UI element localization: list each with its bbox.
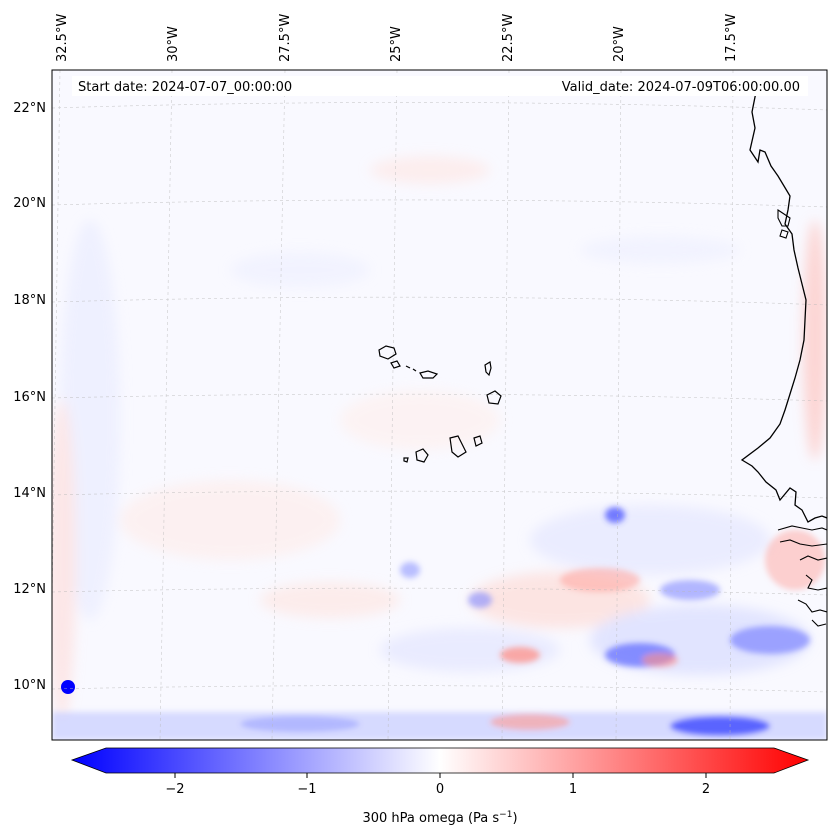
lon-label: 25°W xyxy=(389,26,404,62)
gridlines xyxy=(52,70,827,740)
colorbar-tick-label: 1 xyxy=(569,782,577,797)
latitude-labels: 22°N 20°N 18°N 16°N 14°N 12°N 10°N xyxy=(13,101,46,693)
colorbar-tick-label: −2 xyxy=(165,782,184,797)
colorbar-tick-label: −1 xyxy=(297,782,316,797)
lat-label: 22°N xyxy=(13,101,46,116)
colorbar-label: 300 hPa omega (Pa s−1) xyxy=(362,810,517,826)
colorbar-ticks xyxy=(174,773,707,778)
lon-label: 32.5°W xyxy=(55,14,70,62)
valid-date-label: Valid_date: 2024-07-09T06:00:00.00 xyxy=(562,80,800,95)
start-date-label: Start date: 2024-07-07_00:00:00 xyxy=(78,80,292,95)
colorbar: −2 −1 0 1 2 300 hPa omega (Pa s−1) xyxy=(70,747,810,826)
lon-label: 17.5°W xyxy=(724,14,739,62)
longitude-labels: 32.5°W 30°W 27.5°W 25°W 22.5°W 20°W 17.5… xyxy=(55,14,739,62)
lon-label: 27.5°W xyxy=(278,14,293,62)
omega-field xyxy=(52,70,827,740)
colorbar-tick-label: 0 xyxy=(436,782,444,797)
lon-label: 30°W xyxy=(166,26,181,62)
cape-verde-islands xyxy=(378,345,502,463)
lon-label: 22.5°W xyxy=(501,14,516,62)
omega-minimum xyxy=(61,680,75,694)
lat-label: 12°N xyxy=(13,582,46,597)
lat-label: 16°N xyxy=(13,390,46,405)
coastline-gambia xyxy=(777,525,827,627)
date-box xyxy=(72,76,808,96)
map-panel: Start date: 2024-07-07_00:00:00 Valid_da… xyxy=(51,69,828,741)
colorbar-bar xyxy=(70,747,810,774)
coastline-africa xyxy=(740,91,827,523)
lat-label: 14°N xyxy=(13,486,46,501)
lat-label: 10°N xyxy=(13,678,46,693)
colorbar-tick-label: 2 xyxy=(702,782,710,797)
coastline-dakar xyxy=(777,208,791,239)
lat-label: 20°N xyxy=(13,196,46,211)
map-frame xyxy=(51,69,828,741)
lon-label: 20°W xyxy=(612,26,627,62)
lat-label: 18°N xyxy=(13,293,46,308)
